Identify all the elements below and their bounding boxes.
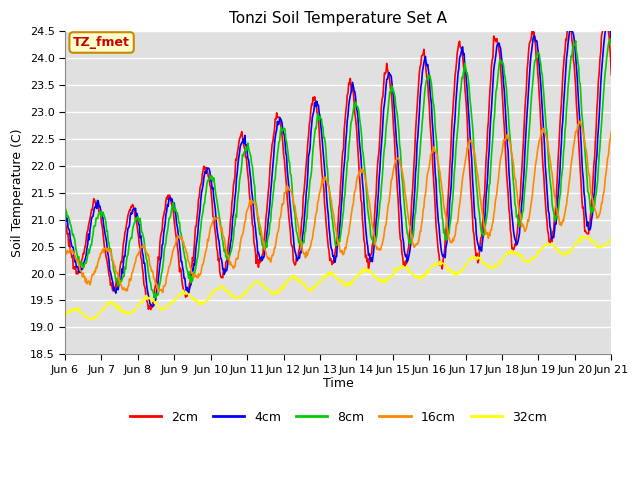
2cm: [205, 175, 213, 181]
16cm: [558, 221, 566, 227]
32cm: [438, 261, 445, 266]
2cm: [330, 256, 338, 262]
2cm: [607, 72, 615, 78]
32cm: [607, 235, 615, 241]
Line: 2cm: 2cm: [65, 17, 611, 310]
4cm: [182, 283, 189, 289]
4cm: [205, 166, 213, 172]
2cm: [147, 307, 154, 312]
16cm: [182, 246, 189, 252]
2cm: [558, 89, 566, 95]
16cm: [330, 218, 338, 224]
4cm: [61, 209, 68, 215]
2cm: [182, 294, 189, 300]
32cm: [330, 272, 338, 278]
32cm: [87, 316, 95, 322]
8cm: [558, 170, 566, 176]
8cm: [205, 176, 213, 181]
Legend: 2cm, 4cm, 8cm, 16cm, 32cm: 2cm, 4cm, 8cm, 16cm, 32cm: [125, 406, 552, 429]
2cm: [383, 66, 391, 72]
16cm: [61, 252, 68, 258]
4cm: [558, 126, 566, 132]
Line: 32cm: 32cm: [65, 236, 611, 319]
Line: 4cm: 4cm: [65, 17, 611, 306]
4cm: [604, 14, 612, 20]
2cm: [438, 260, 445, 265]
8cm: [61, 204, 68, 209]
8cm: [150, 295, 158, 301]
32cm: [579, 233, 587, 239]
4cm: [607, 38, 615, 44]
32cm: [182, 290, 189, 296]
8cm: [438, 204, 445, 210]
32cm: [383, 277, 391, 283]
8cm: [383, 113, 391, 119]
16cm: [438, 180, 445, 186]
32cm: [61, 313, 68, 319]
8cm: [607, 36, 615, 42]
X-axis label: Time: Time: [323, 377, 353, 391]
32cm: [558, 251, 566, 256]
8cm: [330, 233, 338, 239]
2cm: [602, 14, 609, 20]
16cm: [159, 289, 166, 295]
4cm: [149, 303, 157, 309]
16cm: [205, 233, 213, 239]
Y-axis label: Soil Temperature (C): Soil Temperature (C): [11, 129, 24, 257]
Line: 16cm: 16cm: [65, 121, 611, 292]
4cm: [383, 76, 391, 82]
4cm: [330, 259, 338, 265]
16cm: [383, 208, 391, 214]
32cm: [205, 294, 213, 300]
Text: TZ_fmet: TZ_fmet: [73, 36, 130, 49]
16cm: [607, 129, 615, 134]
8cm: [182, 257, 189, 263]
2cm: [61, 212, 68, 218]
Line: 8cm: 8cm: [65, 39, 611, 298]
Title: Tonzi Soil Temperature Set A: Tonzi Soil Temperature Set A: [229, 11, 447, 26]
16cm: [575, 119, 583, 124]
4cm: [438, 248, 445, 254]
